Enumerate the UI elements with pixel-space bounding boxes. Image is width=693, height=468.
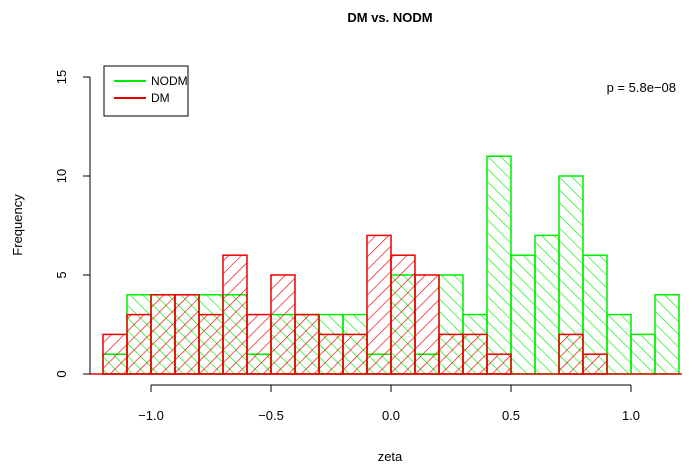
bar-dm — [462, 333, 488, 375]
dm-bars — [102, 234, 608, 375]
x-tick-label: −1.0 — [138, 408, 164, 423]
bar-dm — [126, 313, 152, 375]
bar-dm — [246, 313, 272, 375]
bar-dm — [366, 234, 392, 375]
legend-label-nodm: NODM — [151, 74, 188, 88]
bar-nodm — [486, 155, 512, 375]
x-axis: −1.0 −0.5 0.0 0.5 1.0 — [138, 384, 640, 423]
bar-nodm — [606, 313, 632, 375]
bar-dm — [342, 333, 368, 375]
bar-nodm — [630, 333, 656, 375]
bar-dm — [438, 333, 464, 375]
y-axis-label: Frequency — [10, 194, 25, 256]
p-value-annotation: p = 5.8e−08 — [607, 80, 676, 95]
bar-dm — [198, 313, 224, 375]
x-tick-label: 1.0 — [622, 408, 640, 423]
y-tick-label: 0 — [54, 370, 69, 377]
x-tick-label: 0.5 — [502, 408, 520, 423]
bar-dm — [318, 333, 344, 375]
bar-dm — [102, 333, 128, 375]
bar-dm — [414, 274, 440, 375]
bar-dm — [294, 313, 320, 375]
y-tick-label: 15 — [54, 70, 69, 84]
chart-title: DM vs. NODM — [347, 10, 432, 25]
x-tick-label: −0.5 — [258, 408, 284, 423]
legend-box — [103, 65, 189, 117]
bar-nodm — [654, 294, 680, 375]
y-tick-label: 5 — [54, 271, 69, 278]
bar-nodm — [534, 234, 560, 375]
bar-dm — [486, 353, 512, 375]
bar-dm — [390, 254, 416, 375]
legend-label-dm: DM — [151, 91, 170, 105]
bar-dm — [174, 294, 200, 375]
bar-nodm — [510, 254, 536, 375]
bar-dm — [582, 353, 608, 375]
x-axis-label: zeta — [378, 449, 403, 464]
bar-dm — [270, 274, 296, 375]
y-axis: 0 5 10 15 — [54, 70, 91, 378]
bar-dm — [150, 294, 176, 375]
y-tick-label: 10 — [54, 169, 69, 183]
bar-dm — [222, 254, 248, 375]
legend: NODM DM — [103, 65, 189, 117]
bar-dm — [558, 333, 584, 375]
x-tick-label: 0.0 — [382, 408, 400, 423]
